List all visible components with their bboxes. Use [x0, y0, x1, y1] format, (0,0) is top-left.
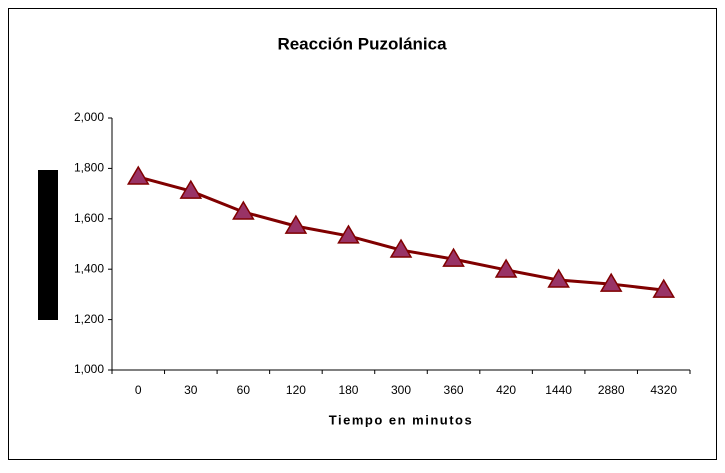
data-marker: [389, 238, 413, 258]
x-tick-label: 360: [444, 383, 464, 397]
y-tick-label: 1,200: [74, 312, 104, 326]
data-marker: [599, 272, 623, 292]
x-tick-label: 30: [184, 383, 198, 397]
data-marker: [547, 268, 570, 288]
x-axis-title: Tiempo en minutos: [329, 412, 473, 427]
x-tick-label: 180: [338, 383, 358, 397]
redacted-axis-label: [38, 170, 58, 320]
y-tick-label: 2,000: [74, 110, 104, 124]
data-marker: [179, 179, 203, 199]
y-tick-label: 1,400: [74, 261, 104, 275]
chart-title: Reacción Puzolánica: [277, 34, 447, 53]
data-marker: [284, 214, 308, 234]
y-tick-label: 1,800: [74, 161, 104, 175]
data-marker: [494, 258, 518, 278]
data-marker: [126, 165, 150, 185]
x-tick-label: 420: [496, 383, 516, 397]
x-tick-label: 120: [286, 383, 306, 397]
chart-frame: [8, 8, 717, 460]
data-marker: [442, 247, 465, 267]
y-tick-label: 1,600: [74, 211, 104, 225]
x-tick-label: 60: [237, 383, 251, 397]
x-tick-label: 0: [135, 383, 142, 397]
x-tick-label: 2880: [598, 383, 625, 397]
x-tick-label: 4320: [650, 383, 677, 397]
x-tick-label: 1440: [545, 383, 572, 397]
y-tick-label: 1,000: [74, 362, 104, 376]
data-marker: [337, 224, 360, 244]
data-marker: [232, 200, 255, 220]
data-marker: [652, 278, 676, 298]
x-tick-label: 300: [391, 383, 411, 397]
